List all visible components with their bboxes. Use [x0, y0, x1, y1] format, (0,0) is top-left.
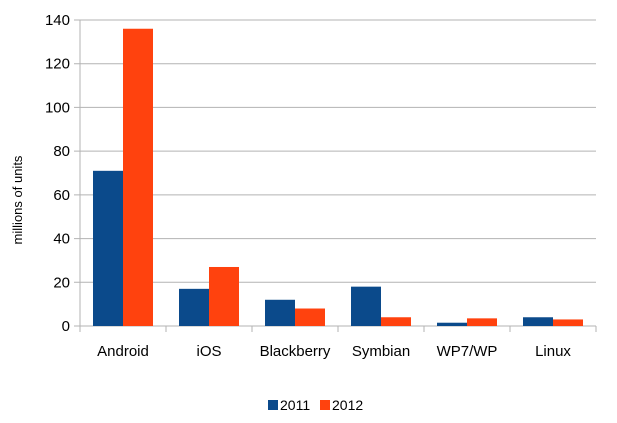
y-tick-label-80: 80	[53, 143, 70, 160]
legend-label-2012: 2012	[332, 397, 363, 413]
y-tick-label-140: 140	[45, 12, 70, 29]
bar-2011-wp7-wp	[437, 322, 467, 326]
bars	[93, 28, 583, 326]
y-tick-label-40: 40	[53, 231, 70, 248]
x-category-label-blackberry: Blackberry	[260, 343, 331, 360]
bar-2011-symbian	[351, 286, 381, 326]
bar-2011-ios	[179, 288, 209, 326]
gridlines	[74, 19, 596, 327]
legend: 2011 2012	[268, 397, 363, 413]
x-category-label-android: Android	[97, 343, 149, 360]
bar-2012-blackberry	[295, 308, 325, 326]
x-category-label-linux: Linux	[535, 343, 571, 360]
bar-2012-wp7-wp	[467, 318, 497, 326]
y-tick-label-60: 60	[53, 187, 70, 204]
y-axis-title: millions of units	[10, 155, 25, 244]
x-category-labels: Android iOS Blackberry Symbian WP7/WP Linux	[97, 343, 571, 360]
x-category-label-wp7-wp: WP7/WP	[437, 343, 498, 360]
bar-2011-android	[93, 170, 123, 326]
x-category-label-ios: iOS	[196, 343, 221, 360]
bar-2011-blackberry	[265, 299, 295, 326]
y-tick-labels: 0 20 40 60 80 100 120 140	[45, 12, 70, 335]
y-tick-label-120: 120	[45, 56, 70, 73]
y-tick-label-100: 100	[45, 99, 70, 116]
y-tick-label-20: 20	[53, 274, 70, 291]
bar-2012-linux	[553, 319, 583, 326]
axes	[79, 20, 597, 332]
bar-2011-linux	[523, 317, 553, 326]
legend-swatch-2012	[320, 400, 330, 410]
legend-label-2011: 2011	[280, 397, 310, 413]
y-tick-label-0: 0	[62, 318, 70, 335]
legend-swatch-2011	[268, 400, 278, 410]
bar-2012-symbian	[381, 317, 411, 326]
bar-2012-ios	[209, 266, 239, 326]
bar-2012-android	[123, 28, 153, 326]
x-category-label-symbian: Symbian	[352, 343, 410, 360]
